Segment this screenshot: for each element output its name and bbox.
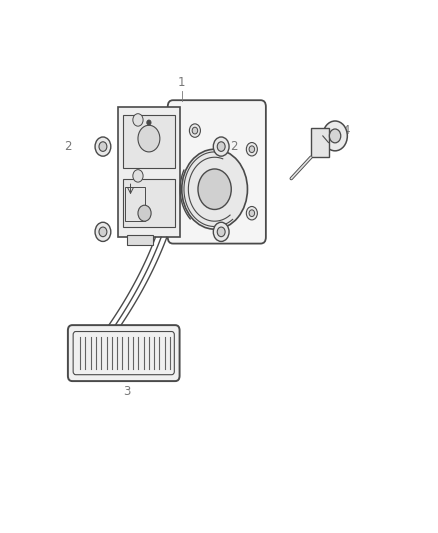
Circle shape [138, 205, 151, 221]
Circle shape [213, 137, 229, 156]
Circle shape [192, 127, 198, 134]
Text: 2: 2 [64, 140, 72, 153]
Circle shape [323, 121, 347, 151]
Circle shape [95, 137, 111, 156]
Circle shape [138, 125, 160, 152]
Bar [127, 235, 153, 245]
Text: 2: 2 [230, 140, 238, 153]
Circle shape [213, 222, 229, 241]
Circle shape [189, 124, 201, 138]
FancyBboxPatch shape [168, 100, 266, 244]
Circle shape [217, 227, 225, 237]
Circle shape [246, 142, 258, 156]
Bar [123, 179, 175, 227]
Circle shape [95, 222, 111, 241]
Text: 3: 3 [124, 385, 131, 398]
Bar [123, 115, 175, 168]
Bar [118, 107, 180, 237]
Circle shape [329, 129, 341, 143]
Circle shape [249, 146, 254, 152]
Circle shape [249, 210, 254, 216]
Circle shape [217, 142, 225, 151]
Circle shape [99, 227, 107, 237]
Circle shape [133, 114, 143, 126]
FancyBboxPatch shape [68, 325, 180, 381]
Circle shape [182, 149, 247, 229]
Circle shape [198, 169, 231, 209]
Circle shape [99, 142, 107, 151]
Circle shape [246, 206, 258, 220]
Text: 1: 1 [178, 76, 186, 89]
Circle shape [133, 169, 143, 182]
Bar [311, 128, 328, 157]
Bar [125, 187, 145, 221]
Text: 4: 4 [342, 124, 350, 137]
Circle shape [147, 120, 151, 125]
